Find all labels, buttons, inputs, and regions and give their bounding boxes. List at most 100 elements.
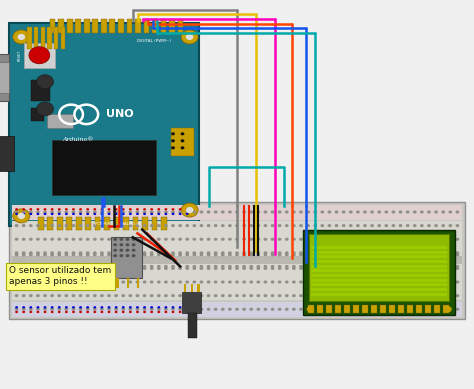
Circle shape (136, 308, 139, 311)
Circle shape (278, 224, 282, 227)
Circle shape (178, 294, 182, 297)
Bar (24, 43, 55, 68)
Circle shape (164, 210, 168, 214)
Circle shape (242, 224, 246, 227)
Circle shape (150, 311, 153, 313)
Circle shape (186, 34, 193, 40)
Circle shape (214, 251, 218, 254)
Circle shape (132, 249, 136, 252)
Circle shape (22, 208, 25, 210)
Bar (101, 19, 107, 33)
Circle shape (214, 265, 218, 268)
Circle shape (15, 251, 18, 254)
Circle shape (313, 308, 317, 311)
Circle shape (29, 213, 32, 215)
Circle shape (256, 238, 260, 241)
Circle shape (36, 280, 40, 284)
Circle shape (200, 238, 203, 241)
Circle shape (64, 267, 68, 270)
Circle shape (328, 210, 331, 214)
Circle shape (143, 294, 146, 297)
Circle shape (50, 294, 54, 297)
Circle shape (370, 294, 374, 297)
Circle shape (86, 213, 89, 215)
Circle shape (36, 253, 40, 256)
Circle shape (349, 238, 353, 241)
Circle shape (150, 251, 154, 254)
Bar (58, 19, 64, 33)
Circle shape (264, 253, 267, 256)
Circle shape (448, 251, 452, 254)
Circle shape (313, 224, 317, 227)
Circle shape (185, 265, 189, 268)
Circle shape (214, 308, 218, 311)
Circle shape (121, 251, 125, 254)
Circle shape (57, 280, 61, 284)
Circle shape (278, 251, 282, 254)
Circle shape (79, 265, 82, 268)
Circle shape (441, 224, 445, 227)
Circle shape (93, 280, 97, 284)
Bar (353, 305, 359, 313)
Circle shape (320, 280, 324, 284)
Circle shape (13, 209, 30, 223)
Text: UNO: UNO (106, 109, 134, 119)
Circle shape (356, 308, 360, 311)
Circle shape (93, 265, 97, 268)
Circle shape (427, 224, 431, 227)
Circle shape (384, 280, 388, 284)
Circle shape (306, 308, 310, 311)
Bar (50, 19, 55, 33)
Circle shape (320, 253, 324, 256)
Circle shape (448, 294, 452, 297)
Circle shape (186, 207, 193, 213)
Circle shape (399, 265, 402, 268)
Bar (47, 27, 52, 49)
Circle shape (36, 311, 39, 313)
Circle shape (392, 251, 395, 254)
Circle shape (186, 311, 189, 313)
Circle shape (143, 224, 146, 227)
Circle shape (150, 265, 154, 268)
Circle shape (264, 224, 267, 227)
Circle shape (363, 280, 367, 284)
Circle shape (143, 267, 146, 270)
Circle shape (342, 267, 346, 270)
Circle shape (121, 294, 125, 297)
Circle shape (100, 308, 104, 311)
Circle shape (79, 267, 82, 270)
Circle shape (363, 210, 367, 214)
Circle shape (185, 210, 189, 214)
Circle shape (185, 238, 189, 241)
Circle shape (72, 238, 75, 241)
Circle shape (57, 308, 61, 311)
Circle shape (115, 306, 118, 308)
Circle shape (157, 306, 160, 308)
Bar (76, 217, 82, 230)
Circle shape (114, 280, 118, 284)
Circle shape (185, 251, 189, 254)
Circle shape (448, 253, 452, 256)
Circle shape (186, 208, 189, 210)
Text: Arduino®: Arduino® (63, 137, 94, 142)
Circle shape (51, 311, 54, 313)
Circle shape (427, 253, 431, 256)
Circle shape (126, 238, 129, 241)
Circle shape (164, 253, 168, 256)
Circle shape (278, 308, 282, 311)
Circle shape (420, 210, 424, 214)
Circle shape (448, 265, 452, 268)
Circle shape (121, 267, 125, 270)
Circle shape (57, 238, 61, 241)
Bar (137, 278, 139, 288)
Circle shape (299, 267, 303, 270)
Circle shape (278, 265, 282, 268)
Circle shape (36, 306, 39, 308)
Circle shape (121, 210, 125, 214)
Circle shape (285, 253, 289, 256)
Circle shape (377, 238, 381, 241)
Circle shape (200, 294, 203, 297)
Circle shape (192, 294, 196, 297)
Circle shape (128, 224, 132, 227)
Circle shape (179, 306, 182, 308)
